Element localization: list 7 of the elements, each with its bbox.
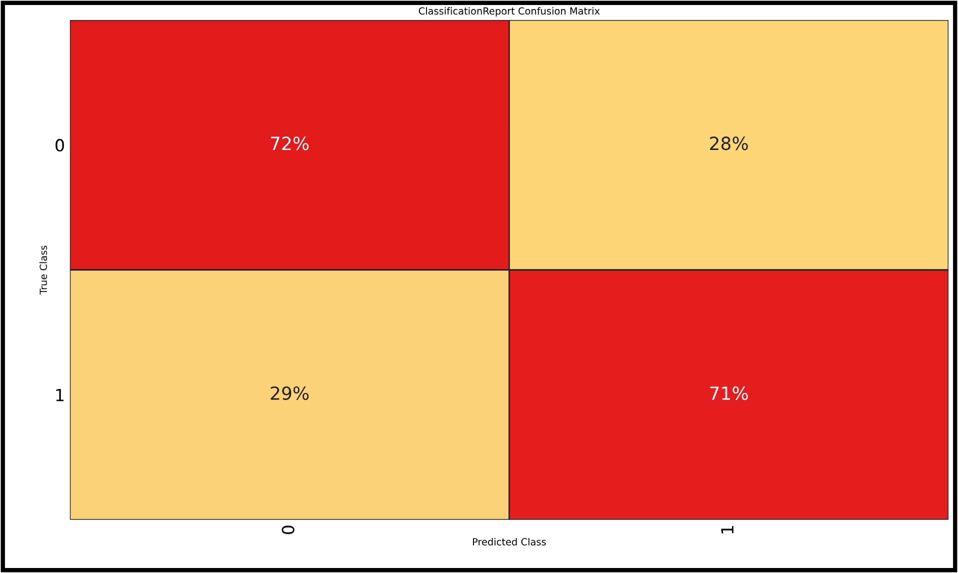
data-label: 72% [270,136,309,150]
y-axis-title: True Class [40,246,48,295]
chart-title: ClassificationReport Confusion Matrix [418,7,600,17]
data-label: 29% [270,386,309,400]
x-axis-title: Predicted Class [472,538,546,546]
data-label: 71% [710,386,748,400]
data-label: 28% [710,136,748,150]
